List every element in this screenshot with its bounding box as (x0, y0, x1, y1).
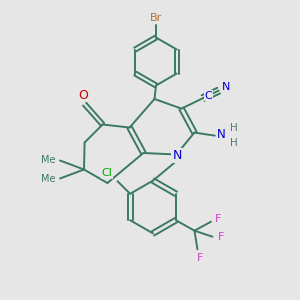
Text: F: F (218, 232, 224, 242)
Text: F: F (197, 253, 203, 263)
Text: N: N (222, 82, 230, 92)
Text: F: F (215, 214, 222, 224)
Text: O: O (78, 88, 88, 102)
Text: H: H (230, 138, 238, 148)
Text: Br: Br (150, 13, 162, 23)
Text: Me: Me (41, 155, 56, 165)
Text: Cl: Cl (102, 168, 112, 178)
Text: N: N (172, 149, 182, 162)
Text: C: C (204, 91, 212, 101)
Text: Me: Me (41, 174, 56, 184)
Text: H: H (230, 123, 238, 133)
Text: N: N (217, 128, 226, 141)
